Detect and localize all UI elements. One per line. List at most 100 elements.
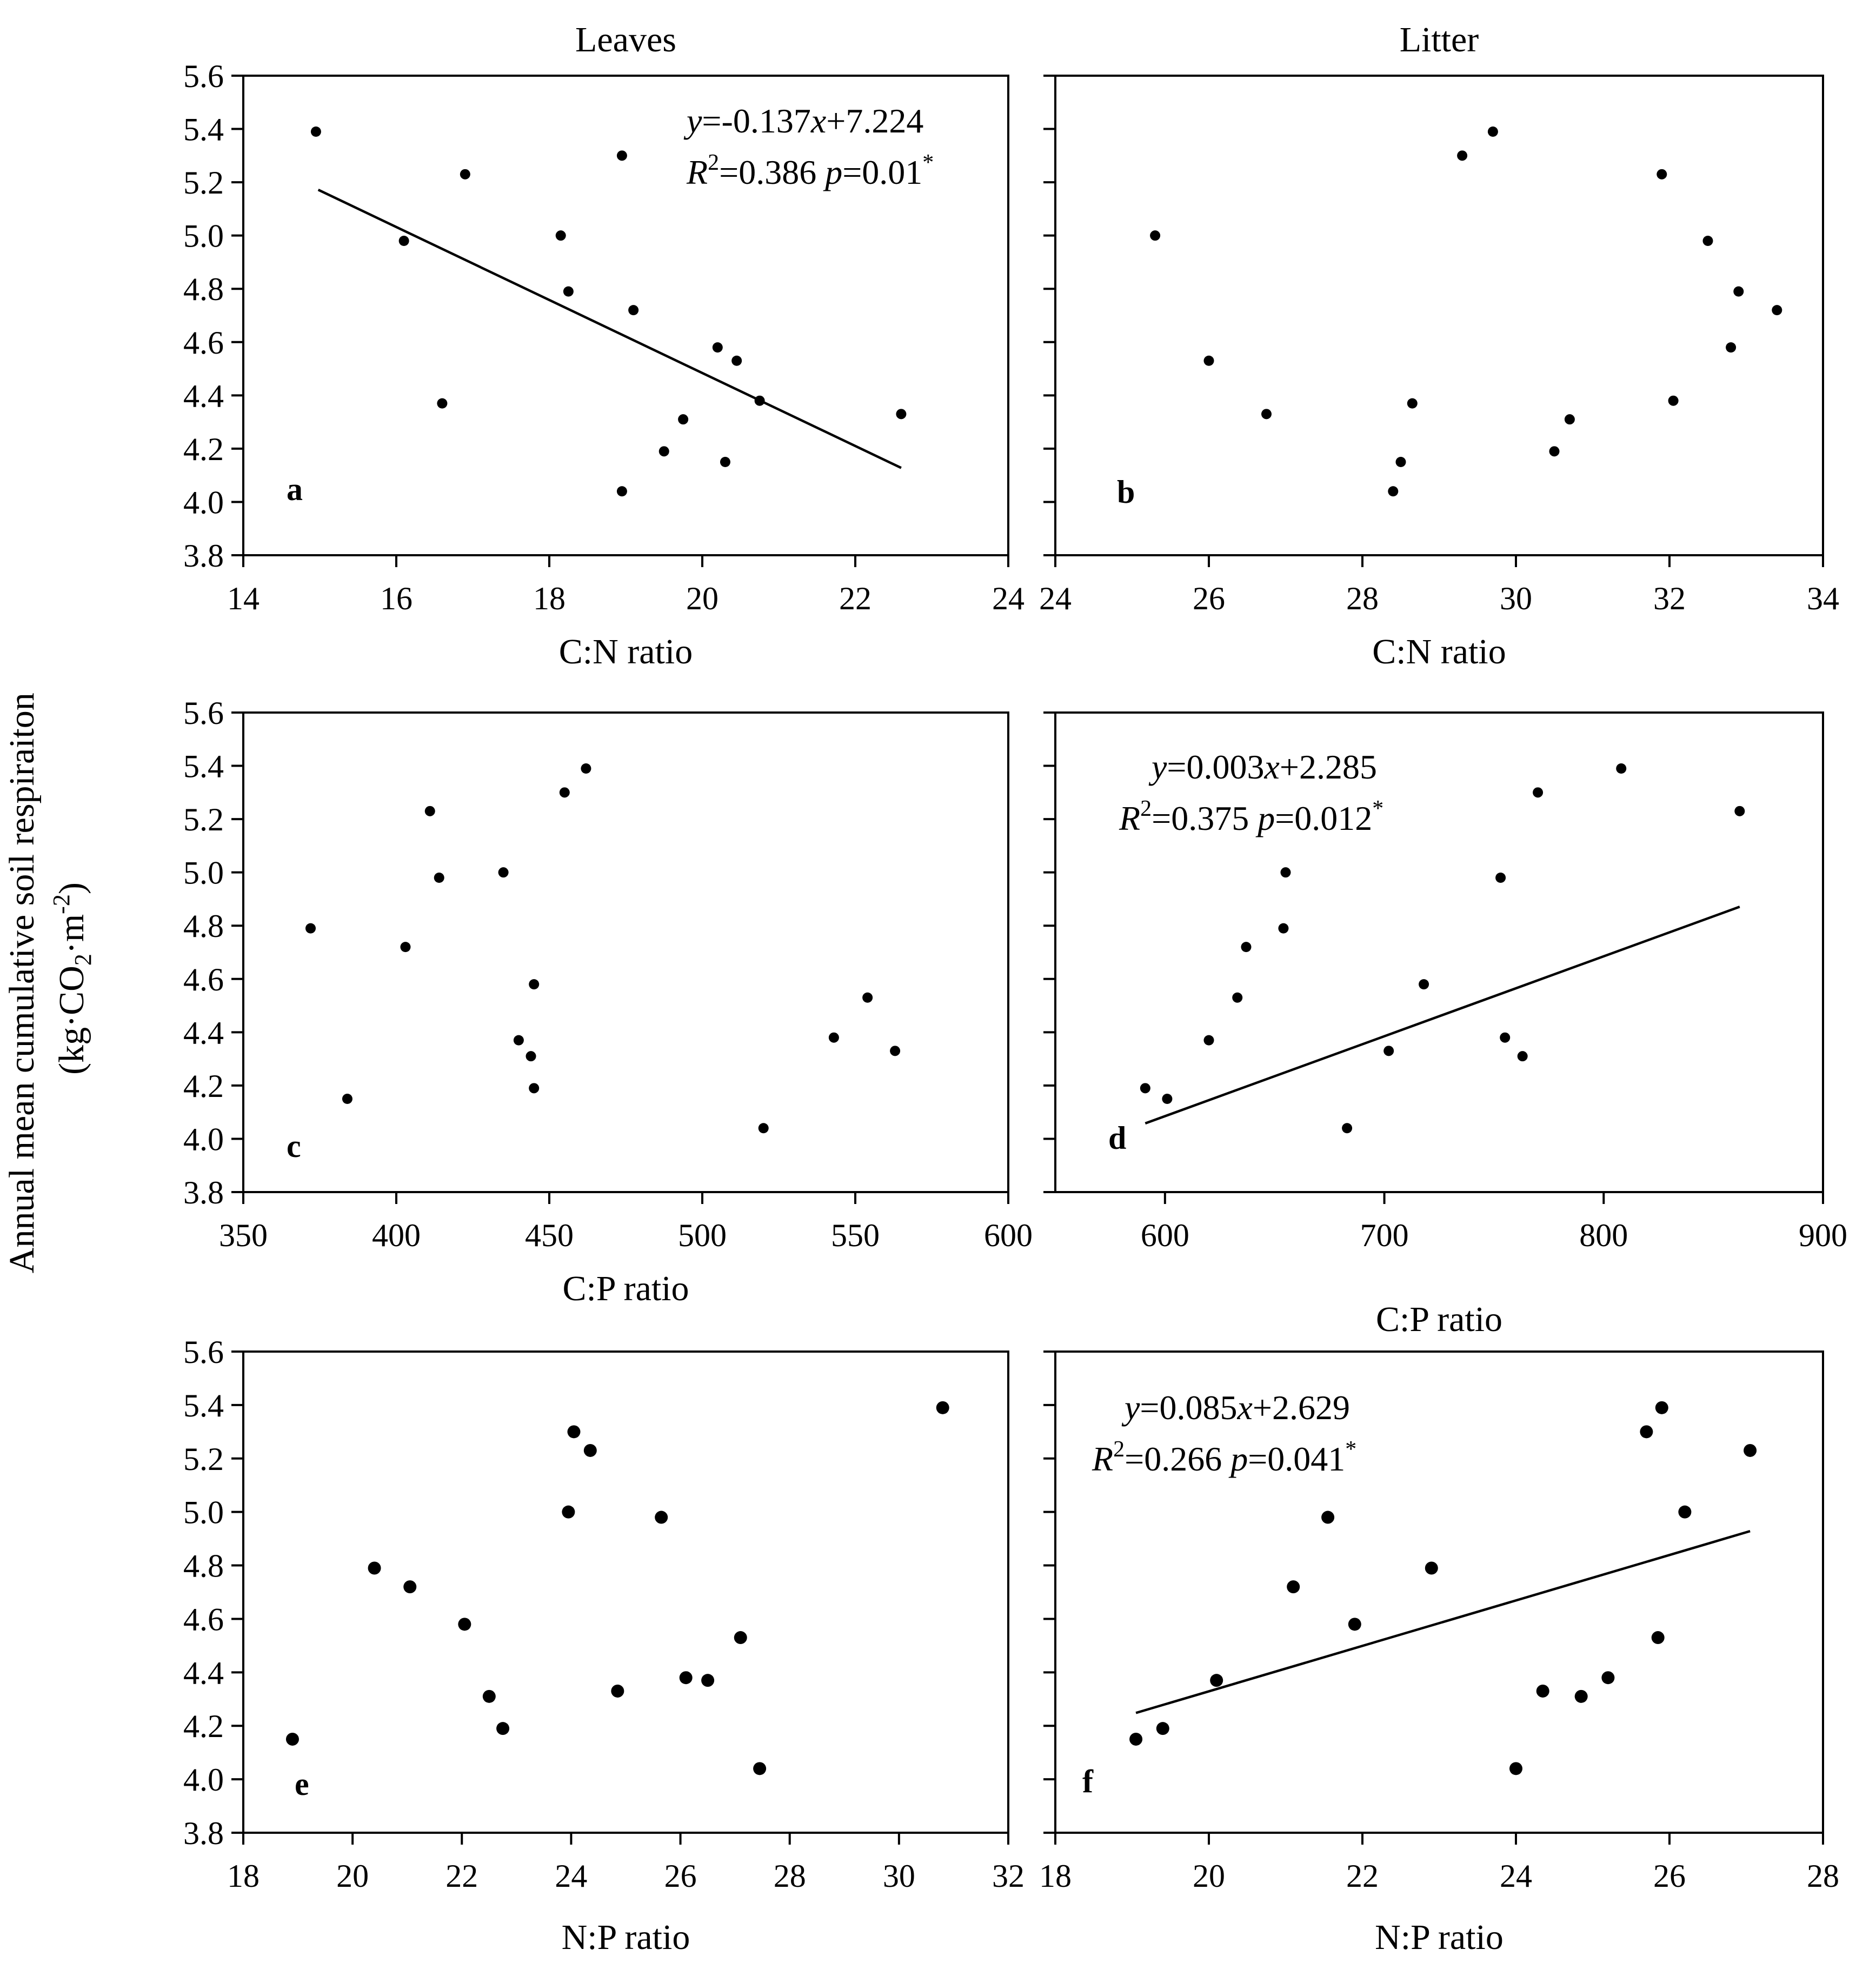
x-tick-label: 30	[883, 1858, 915, 1894]
x-tick-label: 400	[372, 1217, 421, 1253]
data-point	[1140, 1083, 1150, 1094]
panel-frame	[242, 75, 1009, 556]
regression-stats: R2=0.386 p=0.01*	[686, 150, 934, 191]
x-tick-label: 20	[336, 1858, 369, 1894]
data-point	[496, 1722, 510, 1735]
y-tick-label: 4.6	[183, 325, 224, 361]
x-axis-label: C:N ratio	[1372, 632, 1506, 671]
y-tick-label: 3.8	[183, 1815, 224, 1851]
y-axis-title-line2: (kg·CO2·m-2)	[48, 882, 96, 1075]
data-point	[559, 787, 570, 798]
data-point	[1203, 355, 1214, 366]
x-axis-label: C:P ratio	[1376, 1300, 1502, 1339]
data-point	[398, 236, 409, 247]
x-tick-label: 28	[1346, 581, 1379, 616]
data-point	[525, 1051, 536, 1062]
x-axis-label: N:P ratio	[562, 1918, 690, 1957]
data-point	[310, 126, 321, 137]
y-tick-label: 3.8	[183, 538, 224, 574]
data-point	[1536, 1684, 1549, 1698]
y-tick-label: 4.2	[183, 431, 224, 467]
y-tick-label: 4.6	[183, 1601, 224, 1637]
data-point	[1383, 1046, 1394, 1056]
y-tick-label: 4.4	[183, 1655, 224, 1691]
x-tick-label: 16	[380, 581, 413, 616]
panel-f: 18 20 22 24 26 28 N:P ratio f y=0.085x+2.629 R2=0…	[1039, 1350, 1839, 1957]
x-tick-label: 600	[984, 1217, 1033, 1253]
data-point	[679, 1671, 693, 1685]
data-point	[1495, 873, 1506, 883]
data-point	[1733, 286, 1744, 297]
y-tick-label: 4.4	[183, 378, 224, 414]
data-point	[1210, 1674, 1223, 1687]
data-point	[1407, 398, 1418, 409]
data-point	[1129, 1732, 1143, 1746]
data-point	[1487, 126, 1498, 137]
data-point	[562, 1505, 575, 1519]
y-tick-label: 5.4	[183, 749, 224, 784]
data-point	[498, 867, 509, 878]
panel-b: 24 26 28 30 32 34 C:N ratio Litter b	[1039, 20, 1839, 671]
data-point	[513, 1035, 524, 1046]
x-tick-label: 30	[1500, 581, 1532, 616]
panel-frame	[242, 711, 1009, 1193]
data-point	[1668, 395, 1679, 406]
y-tick-label: 4.4	[183, 1015, 224, 1050]
data-point	[1549, 446, 1560, 457]
y-tick-label: 4.0	[183, 1762, 224, 1798]
y-tick-label: 3.8	[183, 1175, 224, 1210]
data-point	[1533, 787, 1544, 798]
data-point	[581, 763, 591, 774]
data-point	[828, 1032, 839, 1043]
panel-frame	[1054, 75, 1824, 556]
data-point	[1734, 806, 1745, 816]
data-point	[1772, 305, 1782, 316]
data-point	[616, 150, 627, 161]
data-point	[400, 942, 411, 953]
panel-d: 600 700 800 900 C:P ratio d y=0.003x+2.285 R2=0…	[1043, 711, 1847, 1339]
x-axis-label: C:N ratio	[559, 632, 693, 671]
x-tick-label: 32	[1653, 581, 1686, 616]
data-point	[712, 342, 723, 353]
data-point	[1348, 1618, 1361, 1631]
data-point	[616, 486, 627, 497]
data-point	[285, 1732, 299, 1746]
panel-letter: e	[295, 1766, 309, 1802]
data-point	[1726, 342, 1737, 353]
y-tick-label: 4.8	[183, 908, 224, 944]
x-tick-label: 32	[992, 1858, 1025, 1894]
x-tick-label: 24	[555, 1858, 587, 1894]
x-tick-label: 600	[1141, 1217, 1189, 1253]
y-tick-label: 5.6	[183, 1334, 224, 1370]
x-tick-label: 700	[1360, 1217, 1409, 1253]
data-point	[1342, 1123, 1353, 1134]
regression-equation: y=-0.137x+7.224	[683, 102, 923, 140]
regression-equation: y=0.003x+2.285	[1148, 748, 1377, 786]
x-tick-label: 450	[525, 1217, 574, 1253]
data-point	[1261, 409, 1272, 420]
data-point	[403, 1580, 417, 1594]
data-point	[1657, 169, 1667, 179]
x-tick-label: 22	[839, 581, 872, 616]
data-point	[936, 1401, 949, 1414]
y-tick-label: 4.2	[183, 1708, 224, 1744]
data-point	[1517, 1051, 1528, 1062]
data-point	[731, 355, 742, 366]
panel-title: Leaves	[575, 20, 676, 59]
data-point	[1150, 230, 1161, 241]
x-tick-label: 24	[1500, 1858, 1532, 1894]
regression-equation: y=0.085x+2.629	[1121, 1388, 1350, 1427]
data-point	[896, 409, 907, 420]
data-point	[1616, 763, 1627, 774]
data-point	[1280, 867, 1291, 878]
y-tick-label: 4.0	[183, 484, 224, 520]
data-point	[1744, 1443, 1757, 1457]
y-axis-title-line1: Annual mean cumulative soil respiraiton	[2, 693, 42, 1273]
data-point	[1321, 1511, 1335, 1524]
y-tick-label: 5.6	[183, 695, 224, 731]
data-point	[1457, 150, 1468, 161]
data-point	[1388, 486, 1399, 497]
data-point	[1678, 1505, 1692, 1519]
data-point	[529, 1083, 540, 1094]
data-point	[1509, 1762, 1522, 1775]
